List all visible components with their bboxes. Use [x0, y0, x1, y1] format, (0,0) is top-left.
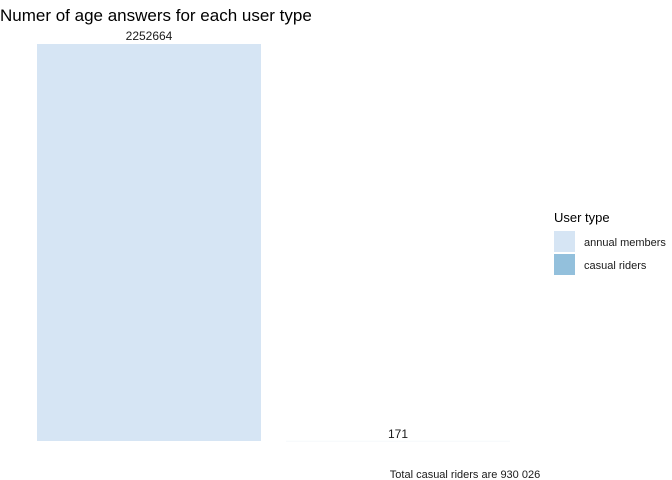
value-label-casual-riders: 171	[388, 427, 408, 441]
bar-annual-members	[37, 44, 261, 441]
legend: User type annual members casual riders	[554, 210, 666, 275]
bars-group	[37, 44, 510, 442]
legend-label-annual-members: annual members	[584, 237, 666, 249]
legend-items: annual members casual riders	[554, 231, 666, 275]
chart-caption: Total casual riders are 930 026	[390, 469, 540, 480]
value-labels-group: 2252664 171	[126, 29, 409, 441]
chart-title: Numer of age answers for each user type	[0, 6, 312, 25]
legend-title: User type	[554, 210, 610, 225]
legend-swatch-casual-riders	[554, 254, 575, 275]
legend-swatch-annual-members	[554, 231, 575, 252]
legend-label-casual-riders: casual riders	[584, 260, 647, 272]
value-label-annual-members: 2252664	[126, 29, 173, 43]
